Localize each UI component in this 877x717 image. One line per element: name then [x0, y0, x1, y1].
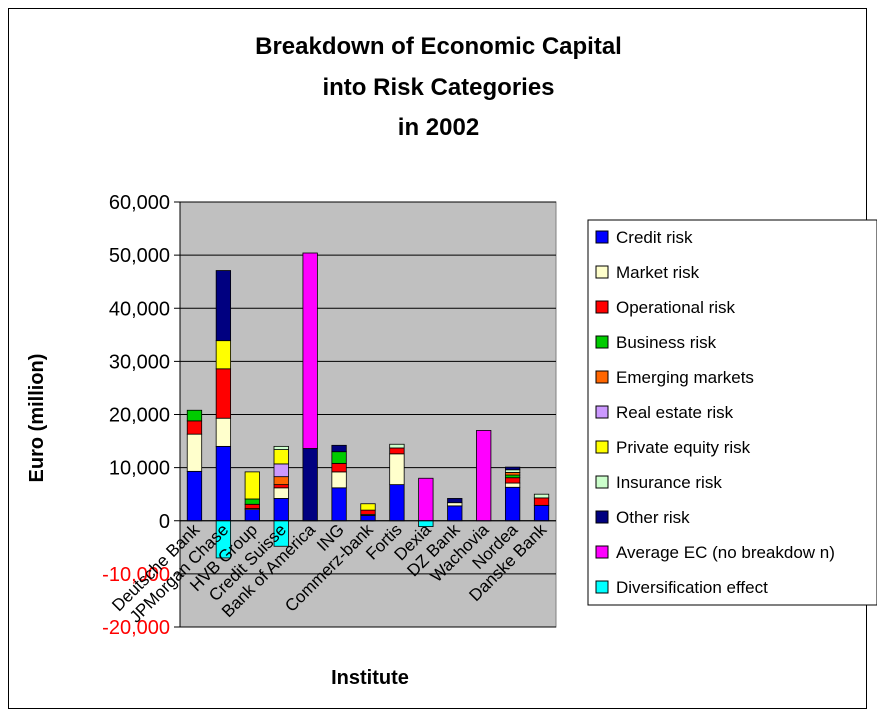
bar-segment [447, 502, 463, 507]
y-tick-label: -20,000 [102, 617, 170, 639]
y-tick-label: 10,000 [109, 458, 170, 480]
bar-segment [389, 453, 405, 486]
legend-label: Market risk [616, 263, 700, 282]
bar-segment [331, 462, 347, 473]
bars-layer [186, 252, 550, 559]
bar-segment [215, 340, 232, 370]
bar-segment [447, 505, 463, 522]
bar-segment [331, 444, 347, 453]
legend-swatch [595, 545, 609, 559]
bar-segment [244, 509, 260, 522]
bar-segment [504, 477, 521, 484]
y-tick-label: 40,000 [109, 298, 170, 320]
legend-swatch [595, 440, 609, 454]
chart-title-line-2: into Risk Categories [322, 74, 555, 101]
bar-segment [186, 420, 203, 435]
bar-segment [331, 471, 347, 489]
legend-swatch [595, 265, 609, 279]
bar-segment [476, 430, 492, 522]
bar-segment [533, 493, 550, 499]
bar-segment [244, 471, 260, 500]
x-axis-label: Institute [331, 667, 409, 689]
bar-segment [533, 504, 550, 522]
bar-segment [533, 497, 550, 506]
y-tick-label: 50,000 [109, 245, 170, 267]
legend-swatch [595, 475, 609, 489]
legend-label: Emerging markets [616, 368, 754, 387]
legend-swatch [595, 300, 609, 314]
bar-segment [273, 463, 289, 478]
bar-segment [215, 445, 232, 522]
y-tick-label: 0 [159, 511, 170, 533]
bar-segment [302, 252, 318, 449]
bar-segment [302, 448, 318, 522]
bar-segment [418, 477, 434, 522]
bar-segment [215, 368, 232, 419]
legend-swatch [595, 335, 609, 349]
bar-segment [215, 270, 232, 342]
bar-segment [504, 482, 521, 488]
legend-label: Real estate risk [616, 403, 734, 422]
bar-segment [215, 417, 232, 447]
bar-segment [331, 451, 347, 464]
y-axis-label: Euro (million) [26, 354, 48, 483]
bar-segment [360, 509, 376, 515]
bar-segment [389, 443, 405, 449]
legend-swatch [595, 370, 609, 384]
y-tick-label: -10,000 [102, 564, 170, 586]
bar-segment [244, 503, 260, 509]
legend-swatch [595, 510, 609, 524]
bar-segment [273, 449, 289, 465]
bar-segment [273, 484, 289, 489]
bar-segment [273, 498, 289, 522]
bar-segment [504, 466, 521, 471]
bar-segment [273, 445, 289, 450]
legend-label: Insurance risk [616, 473, 722, 492]
legend-swatch [595, 230, 609, 244]
bar-segment [504, 486, 521, 522]
y-tick-label: 60,000 [109, 192, 170, 214]
bar-segment [186, 470, 203, 522]
legend-label: Other risk [616, 508, 690, 527]
y-tick-label: 30,000 [109, 351, 170, 373]
bar-segment [447, 498, 463, 504]
y-tick-label: 20,000 [109, 405, 170, 427]
legend: Credit risk Market risk Operational risk Bu… [587, 219, 877, 606]
legend-label: Credit risk [616, 228, 693, 247]
bar-segment [186, 433, 203, 472]
bar-segment [389, 484, 405, 522]
legend-swatch [595, 405, 609, 419]
bar-segment [360, 503, 376, 511]
bar-segment [389, 447, 405, 455]
legend-label: Operational risk [616, 298, 736, 317]
chart-title-line-1: Breakdown of Economic Capital [255, 33, 622, 60]
chart-title-line-3: in 2002 [397, 114, 480, 141]
bar-segment [331, 487, 347, 522]
bar-segment [186, 409, 203, 422]
legend-label: Average EC (no breakdow n) [616, 543, 835, 562]
legend-label: Diversification effect [616, 578, 768, 597]
bar-segment [273, 476, 289, 486]
legend-box [587, 219, 877, 606]
legend-label: Business risk [616, 333, 717, 352]
legend-swatch [595, 580, 609, 594]
legend-label: Private equity risk [616, 438, 751, 457]
bar-segment [273, 487, 289, 499]
bar-segment [244, 498, 260, 505]
